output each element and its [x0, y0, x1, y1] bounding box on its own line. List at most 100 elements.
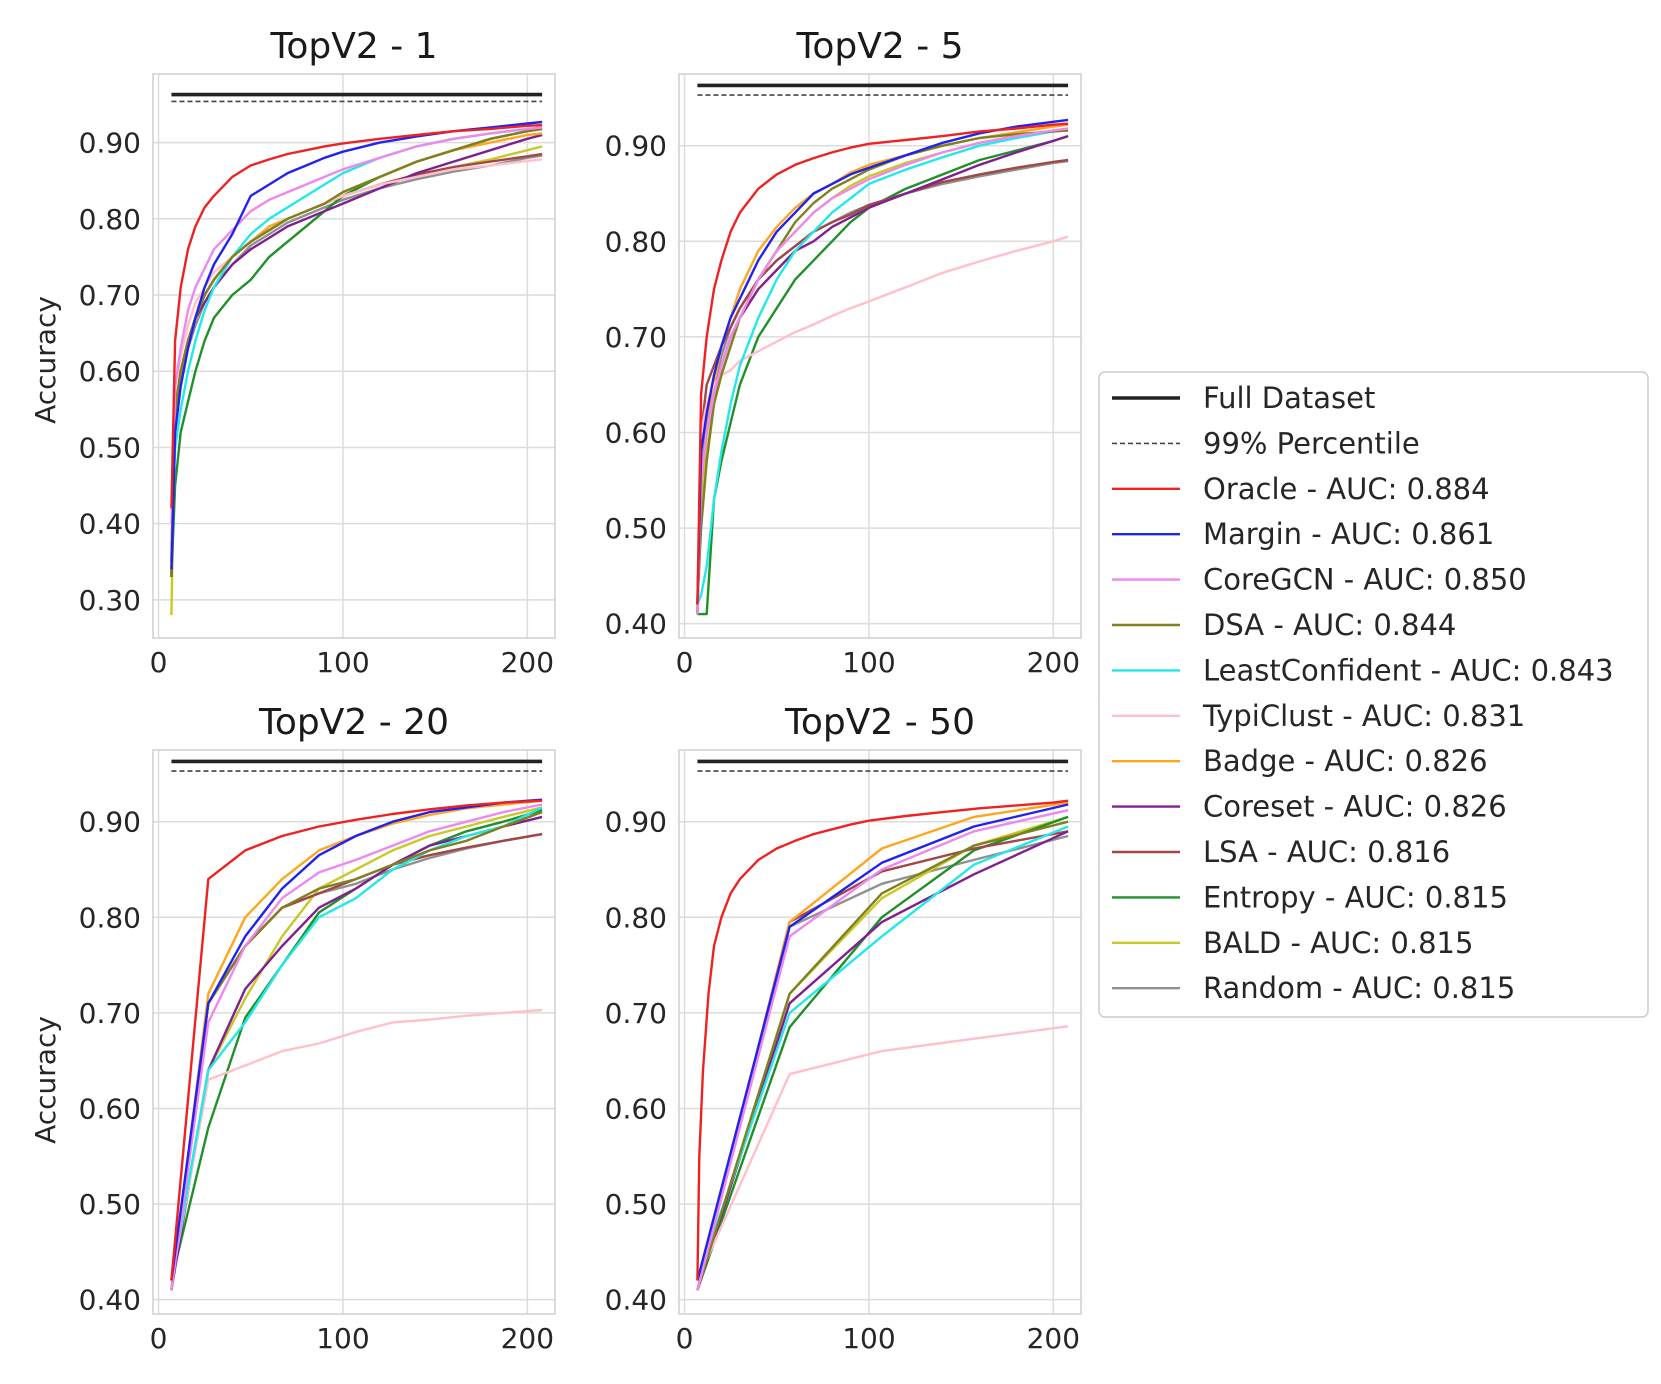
legend-label: Badge - AUC: 0.826 — [1203, 744, 1488, 778]
y-tick-label: 0.40 — [79, 1284, 141, 1317]
legend-label: LSA - AUC: 0.816 — [1203, 835, 1450, 869]
series-oracle — [696, 799, 1069, 1281]
y-tick-label: 0.40 — [605, 608, 667, 641]
panel-title: TopV2 - 5 — [795, 26, 963, 67]
panel-title: TopV2 - 1 — [269, 26, 437, 67]
series-dsa — [170, 127, 543, 578]
series-group — [170, 759, 543, 1291]
plot-area — [679, 74, 1081, 638]
series-lsa — [696, 158, 1069, 615]
x-tick-label: 0 — [150, 1322, 168, 1355]
y-tick-label: 0.80 — [605, 225, 667, 258]
legend-label: TypiClust - AUC: 0.831 — [1202, 699, 1525, 733]
legend-entry-coreset: Coreset - AUC: 0.826 — [1112, 790, 1507, 824]
y-tick-label: 0.50 — [79, 1188, 141, 1221]
y-tick-label: 0.80 — [605, 901, 667, 934]
y-tick-label: 0.60 — [605, 1092, 667, 1125]
legend-label: Random - AUC: 0.815 — [1203, 971, 1515, 1005]
y-tick-label: 0.40 — [605, 1284, 667, 1317]
series-group — [696, 83, 1069, 616]
panel-title: TopV2 - 50 — [784, 702, 975, 743]
series-bald — [170, 806, 543, 1281]
legend-label: LeastConfident - AUC: 0.843 — [1203, 653, 1614, 687]
y-tick-label: 0.90 — [79, 806, 141, 839]
y-tick-label: 0.70 — [79, 997, 141, 1030]
series-oracle — [170, 123, 543, 509]
legend-label: Oracle - AUC: 0.884 — [1203, 472, 1490, 506]
series-oracle — [696, 122, 1069, 605]
y-tick-label: 0.60 — [79, 1092, 141, 1125]
plot-frame — [152, 749, 556, 1315]
y-axis-label: Accuracy — [29, 296, 62, 424]
y-tick-label: 0.50 — [605, 1188, 667, 1221]
series-least — [696, 825, 1069, 1281]
y-tick-label: 0.90 — [605, 130, 667, 163]
legend-label: 99% Percentile — [1203, 426, 1420, 460]
series-typi — [696, 235, 1069, 605]
series-margin — [696, 803, 1069, 1281]
y-tick-label: 0.70 — [605, 321, 667, 354]
y-tick-label: 0.90 — [79, 127, 141, 160]
legend-entry-coregcn: CoreGCN - AUC: 0.850 — [1112, 563, 1527, 597]
series-dsa — [696, 820, 1069, 1291]
y-tick-label: 0.80 — [79, 901, 141, 934]
y-tick-label: 0.60 — [605, 416, 667, 449]
x-tick-label: 0 — [676, 1322, 694, 1355]
legend-entry-entropy: Entropy - AUC: 0.815 — [1112, 880, 1508, 914]
legend-entry-badge: Badge - AUC: 0.826 — [1112, 744, 1488, 778]
y-tick-label: 0.60 — [79, 355, 141, 388]
y-tick-label: 0.50 — [605, 512, 667, 545]
plot-area — [679, 750, 1081, 1314]
series-oracle — [170, 799, 543, 1281]
series-dsa — [696, 129, 1069, 605]
y-tick-label: 0.70 — [79, 279, 141, 312]
legend-entry-dsa: DSA - AUC: 0.844 — [1112, 608, 1456, 642]
legend-label: Full Dataset — [1203, 381, 1375, 415]
x-tick-label: 100 — [316, 1322, 369, 1355]
x-tick-label: 200 — [1027, 1322, 1080, 1355]
panel-4: TopV2 - 50 0 100 200 0.40 0.50 0.60 0.70 0.80 0.9… — [605, 702, 1082, 1355]
y-axis-label: Accuracy — [29, 1016, 62, 1144]
legend-entry-margin: Margin - AUC: 0.861 — [1112, 517, 1494, 551]
legend-label: Margin - AUC: 0.861 — [1203, 517, 1494, 551]
x-tick-label: 100 — [316, 646, 369, 679]
y-tick-label: 0.50 — [79, 431, 141, 464]
x-tick-label: 0 — [676, 646, 694, 679]
legend-label: DSA - AUC: 0.844 — [1203, 608, 1456, 642]
legend-label: Coreset - AUC: 0.826 — [1203, 790, 1507, 824]
legend-entry-oracle: Oracle - AUC: 0.884 — [1112, 472, 1490, 506]
x-tick-label: 0 — [150, 646, 168, 679]
y-tick-label: 0.90 — [605, 806, 667, 839]
legend-frame — [1098, 371, 1649, 1018]
series-margin — [170, 798, 543, 1281]
plot-frame — [152, 73, 556, 639]
legend-entry-least: LeastConfident - AUC: 0.843 — [1112, 653, 1614, 687]
series-least — [696, 127, 1069, 605]
x-tick-label: 200 — [1027, 646, 1080, 679]
series-group — [170, 92, 543, 616]
y-tick-label: 0.40 — [79, 508, 141, 541]
legend-label: Entropy - AUC: 0.815 — [1203, 880, 1508, 914]
legend: Full Dataset 99% Percentile Oracle - AUC: … — [1098, 371, 1649, 1018]
series-least — [170, 806, 543, 1281]
legend-label: BALD - AUC: 0.815 — [1203, 926, 1473, 960]
panel-title: TopV2 - 20 — [258, 702, 449, 743]
series-coregcn — [170, 126, 543, 555]
panel-2: TopV2 - 5 0 100 200 0.40 0.50 0.60 0.70 0.80 0.90 — [605, 26, 1082, 679]
panel-3: TopV2 - 20 0 100 200 0.40 0.50 0.60 0.70 0.80 0.9… — [29, 702, 556, 1355]
legend-entry-typi: TypiClust - AUC: 0.831 — [1112, 699, 1525, 733]
series-coregcn — [170, 803, 543, 1291]
x-tick-label: 100 — [842, 646, 895, 679]
plot-frame — [678, 73, 1082, 639]
legend-entry-bald: BALD - AUC: 0.815 — [1112, 926, 1473, 960]
chart-panels: TopV2 - 1 0 100 200 0.30 0.40 0.50 0.60 0.70 0.80… — [29, 26, 1082, 1355]
series-coregcn — [696, 809, 1069, 1291]
y-tick-label: 0.30 — [79, 584, 141, 617]
legend-entry-p99: 99% Percentile — [1112, 426, 1420, 460]
series-typi — [170, 1008, 543, 1281]
series-coregcn — [696, 127, 1069, 615]
y-tick-label: 0.70 — [605, 997, 667, 1030]
legend-entry-random: Random - AUC: 0.815 — [1112, 971, 1515, 1005]
panel-1: TopV2 - 1 0 100 200 0.30 0.40 0.50 0.60 0.70 0.80… — [29, 26, 556, 679]
